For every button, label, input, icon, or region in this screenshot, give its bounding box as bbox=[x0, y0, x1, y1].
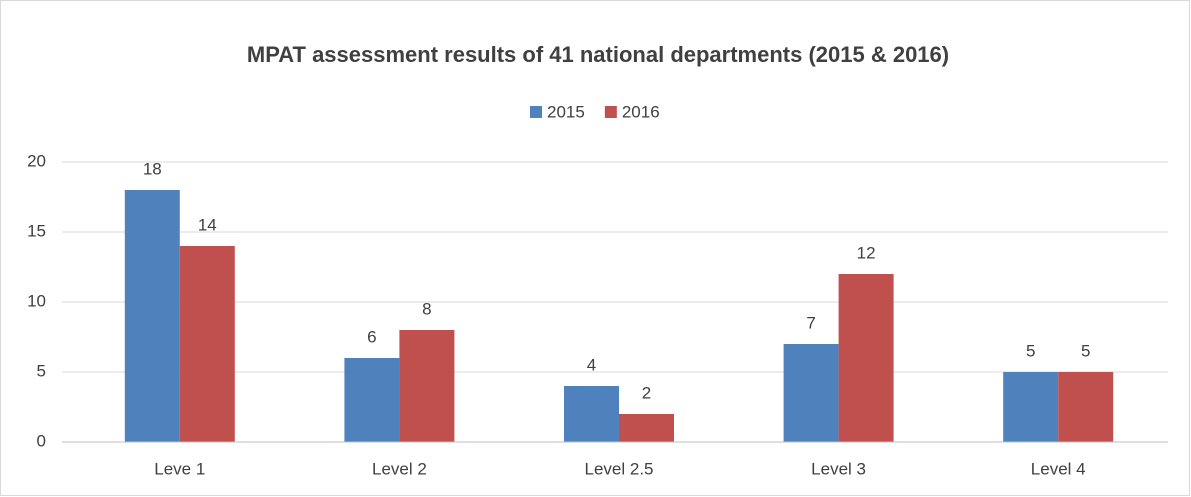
bar bbox=[344, 358, 400, 442]
data-label: 7 bbox=[806, 313, 815, 332]
chart-title: MPAT assessment results of 41 national d… bbox=[247, 42, 949, 67]
y-tick-label: 5 bbox=[37, 361, 46, 380]
legend-label: 2016 bbox=[622, 102, 660, 121]
x-tick-label: Level 2.5 bbox=[585, 459, 654, 478]
y-tick-label: 15 bbox=[27, 221, 46, 240]
y-tick-label: 0 bbox=[37, 431, 46, 450]
bar bbox=[564, 386, 619, 442]
y-tick-label: 10 bbox=[27, 291, 46, 310]
legend-label: 2015 bbox=[547, 102, 585, 121]
data-label: 4 bbox=[587, 355, 596, 374]
data-label: 5 bbox=[1081, 341, 1090, 360]
x-tick-label: Level 3 bbox=[811, 459, 866, 478]
bar bbox=[1003, 372, 1059, 442]
bar bbox=[399, 330, 455, 442]
y-tick-label: 20 bbox=[27, 151, 46, 170]
data-label: 14 bbox=[198, 215, 217, 234]
bar bbox=[619, 414, 674, 442]
bar bbox=[1058, 372, 1114, 442]
x-tick-label: Level 4 bbox=[1031, 459, 1086, 478]
data-label: 8 bbox=[422, 299, 431, 318]
data-label: 6 bbox=[367, 327, 376, 346]
data-label: 2 bbox=[642, 383, 651, 402]
bar bbox=[783, 344, 839, 442]
data-label: 12 bbox=[857, 243, 876, 262]
bar bbox=[124, 190, 180, 442]
legend-swatch bbox=[530, 106, 542, 118]
data-label: 18 bbox=[143, 159, 162, 178]
bar bbox=[838, 274, 894, 442]
legend-swatch bbox=[604, 106, 617, 118]
bar bbox=[179, 246, 235, 442]
x-tick-label: Level 2 bbox=[372, 459, 427, 478]
data-label: 5 bbox=[1026, 341, 1035, 360]
x-tick-label: Leve 1 bbox=[154, 459, 205, 478]
